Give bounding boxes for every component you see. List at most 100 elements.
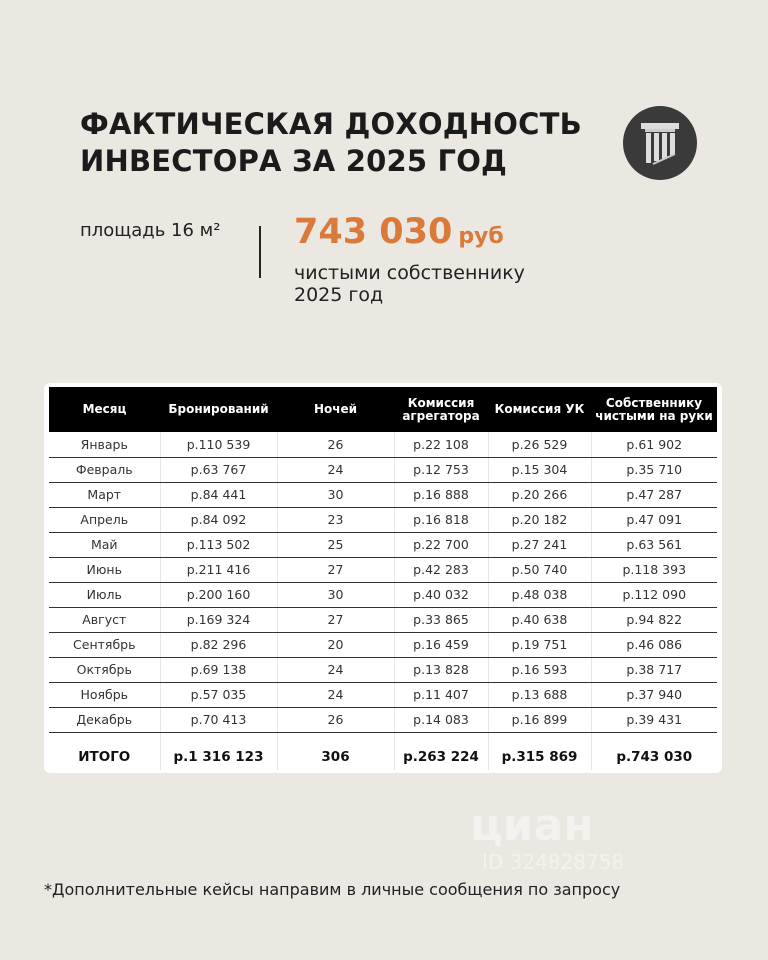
table-cell: р.47 091 bbox=[590, 507, 717, 533]
income-table: Месяц Бронирований Ночей Комиссия агрегатор… bbox=[49, 387, 717, 770]
watermark-brand: циан bbox=[470, 800, 594, 851]
title-line-1: ФАКТИЧЕСКАЯ ДОХОДНОСТЬ bbox=[80, 107, 582, 141]
table-cell: р.110 539 bbox=[159, 432, 277, 458]
table-row: Июль р.200 160 30 р.40 032 р.48 038 р.112 090 bbox=[49, 582, 717, 608]
amount-caption: чистыми собственнику 2025 год bbox=[294, 262, 525, 306]
table-row: Август р.169 324 27 р.33 865 р.40 638 р.94 82… bbox=[49, 607, 717, 633]
table-cell: р.22 108 bbox=[393, 432, 488, 458]
table-cell bbox=[487, 732, 591, 744]
table-cell: р.33 865 bbox=[393, 607, 488, 633]
divider bbox=[259, 226, 261, 278]
table-cell: р.47 287 bbox=[590, 482, 717, 508]
income-table-card: Месяц Бронирований Ночей Комиссия агрегатор… bbox=[44, 383, 722, 773]
table-cell: р.26 529 bbox=[487, 432, 591, 458]
table-row: Сентябрь р.82 296 20 р.16 459 р.19 751 р.46 0… bbox=[49, 632, 717, 658]
table-cell: р.315 869 bbox=[487, 744, 591, 770]
table-cell: р.27 241 bbox=[487, 532, 591, 558]
table-cell: р.15 304 bbox=[487, 457, 591, 483]
table-cell: Май bbox=[49, 532, 160, 558]
table-cell: 30 bbox=[276, 482, 394, 508]
table-cell: 24 bbox=[276, 682, 394, 708]
table-cell: р.38 717 bbox=[590, 657, 717, 683]
table-cell: 26 bbox=[276, 432, 394, 458]
table-cell bbox=[590, 732, 717, 744]
table-cell: р.12 753 bbox=[393, 457, 488, 483]
watermark-id: ID 324828758 bbox=[482, 850, 625, 874]
table-cell: р.94 822 bbox=[590, 607, 717, 633]
table-cell: р.37 940 bbox=[590, 682, 717, 708]
table-cell: 26 bbox=[276, 707, 394, 733]
table-cell bbox=[159, 732, 277, 744]
column-header: Месяц bbox=[49, 387, 160, 432]
table-cell: Январь bbox=[49, 432, 160, 458]
table-cell: р.40 638 bbox=[487, 607, 591, 633]
area-label: площадь 16 м² bbox=[80, 220, 221, 241]
table-cell: 25 bbox=[276, 532, 394, 558]
table-cell: 24 bbox=[276, 457, 394, 483]
table-cell: р.16 818 bbox=[393, 507, 488, 533]
table-cell: р.200 160 bbox=[159, 582, 277, 608]
caption-line-1: чистыми собственнику bbox=[294, 262, 525, 284]
table-cell: ИТОГО bbox=[78, 749, 131, 765]
footnote: *Дополнительные кейсы направим в личные … bbox=[44, 880, 621, 899]
table-cell: р.50 740 bbox=[487, 557, 591, 583]
table-cell: р.14 083 bbox=[393, 707, 488, 733]
table-header-row: Месяц Бронирований Ночей Комиссия агрегатор… bbox=[49, 387, 717, 432]
table-cell: р.118 393 bbox=[590, 557, 717, 583]
table-row: Январь р.110 539 26 р.22 108 р.26 529 р.61 90… bbox=[49, 432, 717, 458]
table-cell: 24 bbox=[276, 657, 394, 683]
table-cell: 30 bbox=[276, 582, 394, 608]
table-cell: р.211 416 bbox=[159, 557, 277, 583]
table-cell: р.13 828 bbox=[393, 657, 488, 683]
table-cell: Апрель bbox=[49, 507, 160, 533]
table-cell: 27 bbox=[276, 607, 394, 633]
table-cell: р.743 030 bbox=[590, 744, 717, 770]
table-cell: р.84 441 bbox=[159, 482, 277, 508]
table-cell: р.13 688 bbox=[487, 682, 591, 708]
table-cell: Июнь bbox=[49, 557, 160, 583]
column-header: Ночей bbox=[277, 387, 394, 432]
column-header: Комиссия агрегатора bbox=[394, 387, 488, 432]
table-row: Май р.113 502 25 р.22 700 р.27 241 р.63 561 bbox=[49, 532, 717, 558]
table-cell: р.82 296 bbox=[159, 632, 277, 658]
table-cell: р.20 266 bbox=[487, 482, 591, 508]
table-cell: р.112 090 bbox=[590, 582, 717, 608]
table-cell: Февраль bbox=[49, 457, 160, 483]
table-cell: Сентябрь bbox=[49, 632, 160, 658]
table-cell: р.16 593 bbox=[487, 657, 591, 683]
table-cell: р.1 316 123 bbox=[159, 744, 277, 770]
column-header: Комиссия УК bbox=[488, 387, 591, 432]
table-cell: р.42 283 bbox=[393, 557, 488, 583]
table-cell: Ноябрь bbox=[49, 682, 160, 708]
table-cell: р.20 182 bbox=[487, 507, 591, 533]
table-cell: р.22 700 bbox=[393, 532, 488, 558]
table-cell: р.61 902 bbox=[590, 432, 717, 458]
column-header: Бронирований bbox=[160, 387, 277, 432]
amount-value: 743 030 bbox=[294, 212, 453, 252]
table-cell: р.19 751 bbox=[487, 632, 591, 658]
table-spacer-row bbox=[49, 732, 717, 744]
column-header: Собственнику чистыми на руки bbox=[591, 387, 717, 432]
table-cell: р.263 224 bbox=[393, 744, 488, 770]
table-row: Март р.84 441 30 р.16 888 р.20 266 р.47 287 bbox=[49, 482, 717, 508]
table-cell: р.16 459 bbox=[393, 632, 488, 658]
table-cell: р.57 035 bbox=[159, 682, 277, 708]
table-cell: р.70 413 bbox=[159, 707, 277, 733]
table-cell: р.84 092 bbox=[159, 507, 277, 533]
net-income-amount: 743 030 руб bbox=[294, 212, 504, 252]
caption-line-2: 2025 год bbox=[294, 284, 384, 306]
table-cell: р.40 032 bbox=[393, 582, 488, 608]
table-cell: Декабрь bbox=[49, 707, 160, 733]
table-cell: р.35 710 bbox=[590, 457, 717, 483]
table-cell: р.69 138 bbox=[159, 657, 277, 683]
table-cell: Август bbox=[49, 607, 160, 633]
title-line-2: ИНВЕСТОРА ЗА 2025 ГОД bbox=[80, 144, 508, 178]
table-row: Октябрь р.69 138 24 р.13 828 р.16 593 р.38 71… bbox=[49, 657, 717, 683]
table-cell: р.39 431 bbox=[590, 707, 717, 733]
table-cell: р.63 561 bbox=[590, 532, 717, 558]
table-total-row: ИТОГО р.1 316 123 306 р.263 224 р.315 869 р.7… bbox=[49, 744, 717, 770]
table-cell: р.63 767 bbox=[159, 457, 277, 483]
table-row: Апрель р.84 092 23 р.16 818 р.20 182 р.47 091 bbox=[49, 507, 717, 533]
table-cell: р.169 324 bbox=[159, 607, 277, 633]
page-title: ФАКТИЧЕСКАЯ ДОХОДНОСТЬ ИНВЕСТОРА ЗА 2025… bbox=[80, 106, 600, 180]
